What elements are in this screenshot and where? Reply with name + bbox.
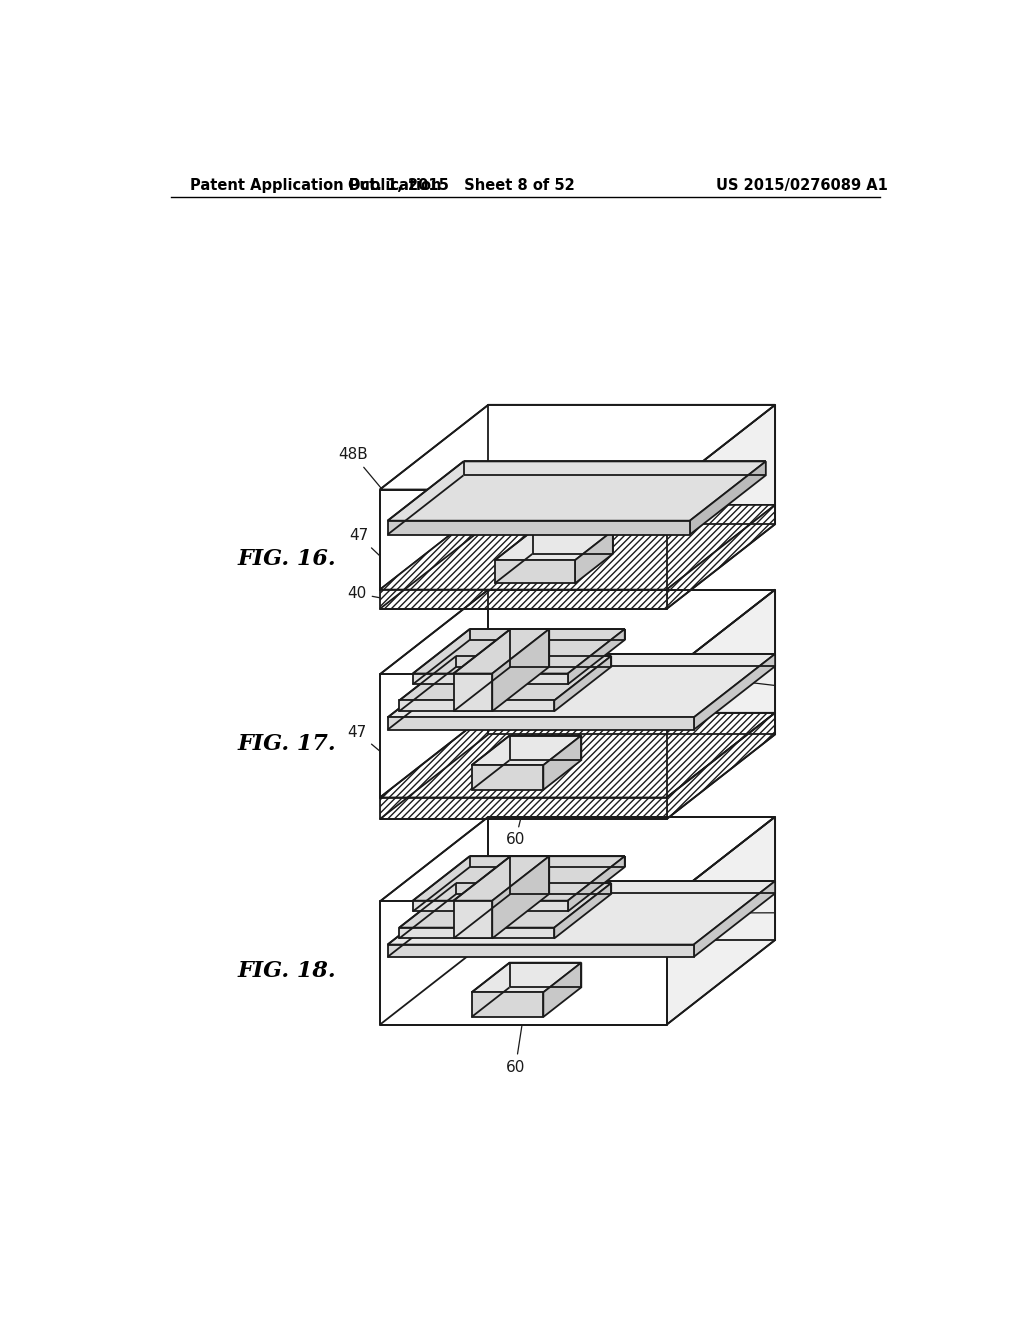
Text: 47: 47 <box>349 528 382 557</box>
Polygon shape <box>690 462 766 535</box>
Polygon shape <box>568 857 625 911</box>
Polygon shape <box>413 673 568 684</box>
Polygon shape <box>399 656 611 701</box>
Polygon shape <box>399 928 554 939</box>
Polygon shape <box>388 880 775 945</box>
Text: 44B: 44B <box>601 544 631 558</box>
Polygon shape <box>544 962 582 1016</box>
Polygon shape <box>495 561 574 583</box>
Polygon shape <box>667 713 775 818</box>
Polygon shape <box>380 713 775 797</box>
Polygon shape <box>472 993 544 1016</box>
Polygon shape <box>488 590 775 713</box>
Polygon shape <box>454 630 549 673</box>
Polygon shape <box>667 590 775 797</box>
Polygon shape <box>454 900 493 939</box>
Text: 40: 40 <box>347 586 385 601</box>
Text: Patent Application Publication: Patent Application Publication <box>190 178 441 193</box>
Polygon shape <box>380 506 775 590</box>
Polygon shape <box>380 902 667 1024</box>
Text: 62: 62 <box>671 906 774 920</box>
Polygon shape <box>667 506 775 609</box>
Text: FIG. 18.: FIG. 18. <box>238 960 336 982</box>
Polygon shape <box>388 718 693 730</box>
Polygon shape <box>380 405 775 490</box>
Text: 47: 47 <box>347 725 382 752</box>
Text: FIG. 16.: FIG. 16. <box>238 548 336 570</box>
Polygon shape <box>472 766 544 789</box>
Polygon shape <box>554 656 611 711</box>
Polygon shape <box>488 817 775 940</box>
Polygon shape <box>413 630 625 673</box>
Polygon shape <box>667 817 775 1024</box>
Text: 62: 62 <box>671 667 774 685</box>
Polygon shape <box>472 962 582 993</box>
Text: US 2015/0276089 A1: US 2015/0276089 A1 <box>717 178 888 193</box>
Polygon shape <box>399 883 611 928</box>
Polygon shape <box>413 857 625 900</box>
Polygon shape <box>388 945 693 957</box>
Polygon shape <box>568 630 625 684</box>
Polygon shape <box>380 797 667 818</box>
Polygon shape <box>380 490 667 590</box>
Polygon shape <box>380 590 667 609</box>
Polygon shape <box>574 531 612 583</box>
Polygon shape <box>693 880 775 957</box>
Text: FIG. 17.: FIG. 17. <box>238 733 336 755</box>
Text: 60: 60 <box>506 1019 525 1074</box>
Text: 48B: 48B <box>339 447 401 512</box>
Polygon shape <box>454 857 549 900</box>
Polygon shape <box>488 405 775 506</box>
Polygon shape <box>388 462 766 520</box>
Polygon shape <box>493 630 549 711</box>
Polygon shape <box>413 900 568 911</box>
Polygon shape <box>554 883 611 939</box>
Polygon shape <box>454 673 493 711</box>
Polygon shape <box>388 520 690 535</box>
Polygon shape <box>472 735 582 766</box>
Polygon shape <box>667 405 775 590</box>
Text: 60: 60 <box>506 810 525 847</box>
Polygon shape <box>544 735 582 789</box>
Polygon shape <box>388 653 775 718</box>
Polygon shape <box>399 701 554 711</box>
Text: Oct. 1, 2015   Sheet 8 of 52: Oct. 1, 2015 Sheet 8 of 52 <box>348 178 574 193</box>
Polygon shape <box>495 531 612 561</box>
Polygon shape <box>493 857 549 939</box>
Polygon shape <box>380 675 667 797</box>
Polygon shape <box>693 653 775 730</box>
